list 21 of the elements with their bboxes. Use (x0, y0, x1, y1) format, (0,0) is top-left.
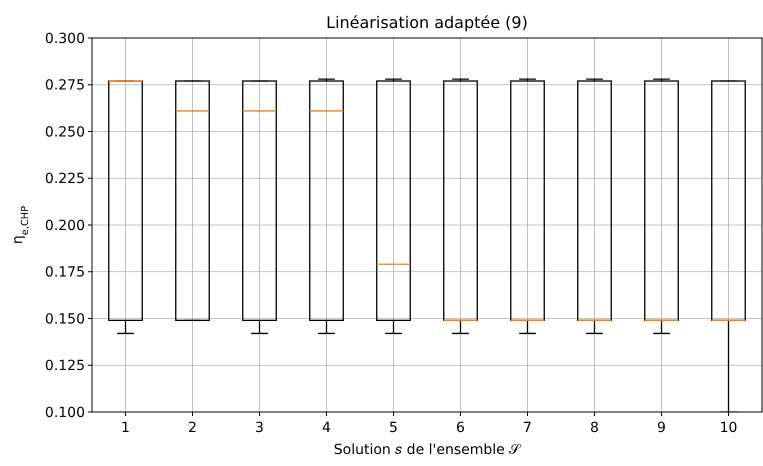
x-tick-label: 2 (188, 420, 197, 436)
y-tick-label: 0.225 (44, 171, 85, 188)
y-tick-label: 0.175 (44, 264, 85, 281)
x-tick-label: 3 (255, 420, 264, 436)
y-tick-label: 0.100 (44, 404, 85, 421)
x-tick-label: 4 (322, 420, 332, 436)
y-tick-label: 0.200 (44, 218, 85, 234)
x-tick-label: 9 (657, 420, 666, 436)
y-tick-label: 0.150 (44, 311, 85, 328)
y-tick-label: 0.275 (44, 78, 85, 94)
x-tick-label: 6 (456, 420, 466, 436)
x-tick-label: 1 (121, 420, 130, 436)
y-tick-label: 0.250 (44, 124, 85, 140)
y-tick-label: 0.300 (44, 30, 85, 47)
x-tick-label: 5 (389, 420, 398, 436)
x-tick-label: 8 (590, 420, 599, 436)
x-axis-title: Solution 𝑠 de l'ensemble 𝒮 (334, 442, 522, 458)
x-tick-label: 7 (523, 420, 532, 436)
chart-title: Linéarisation adaptée (9) (326, 13, 528, 32)
y-tick-label: 0.125 (44, 358, 85, 374)
x-tick-label: 10 (720, 420, 738, 436)
